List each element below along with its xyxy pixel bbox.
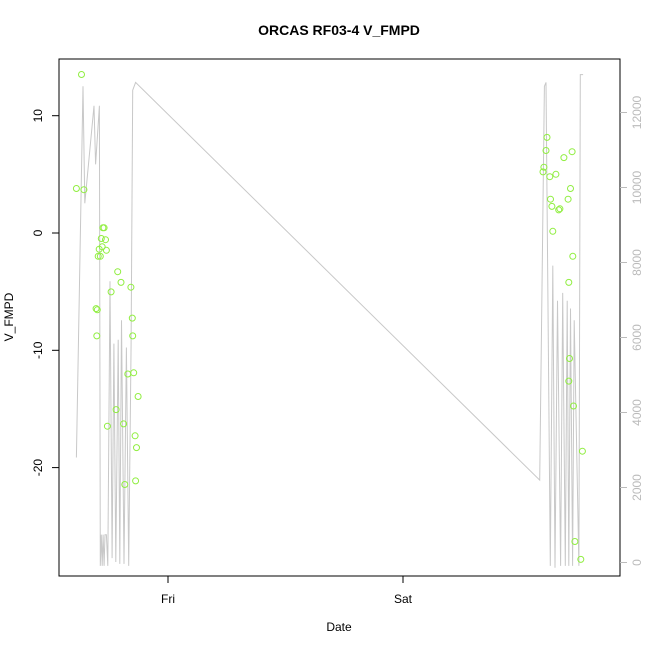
y-tick-label-0: 0 <box>31 229 45 236</box>
data-point <box>112 406 120 414</box>
data-point <box>78 71 85 78</box>
data-point <box>549 227 557 235</box>
data-point <box>567 185 574 192</box>
y2-tick-label-12000: 12000 <box>630 95 644 129</box>
data-point <box>102 236 109 244</box>
data-point <box>114 268 122 276</box>
data-point <box>555 206 563 214</box>
x-tick-label-sat: Sat <box>394 592 413 606</box>
data-point <box>568 148 576 156</box>
y2-tick-label-8000: 8000 <box>630 249 644 276</box>
x-axis-label: Date <box>326 620 352 634</box>
data-point <box>120 420 128 428</box>
y-axis-label: V_FMPD <box>2 292 16 341</box>
data-point <box>129 332 137 340</box>
altitude-line-path <box>75 74 584 568</box>
data-point <box>542 147 550 154</box>
data-point <box>103 422 111 430</box>
y2-tick-label-6000: 6000 <box>630 324 644 351</box>
data-point <box>577 555 585 563</box>
data-point <box>98 243 106 251</box>
data-point <box>80 186 88 194</box>
data-point <box>100 224 108 232</box>
y2-tick-label-2000: 2000 <box>630 474 644 501</box>
data-point <box>132 477 140 485</box>
data-point <box>131 432 139 440</box>
data-point <box>543 133 551 141</box>
data-point <box>560 154 568 162</box>
data-point <box>127 283 135 291</box>
data-point <box>540 163 548 171</box>
data-point <box>547 195 554 203</box>
data-point <box>546 173 554 181</box>
plot-frame <box>58 58 621 577</box>
data-point <box>539 168 547 176</box>
x-axis: Fri Sat <box>161 576 413 606</box>
data-point <box>121 481 129 488</box>
v-fmpd-points <box>72 71 586 563</box>
y2-tick-label-0: 0 <box>630 559 644 566</box>
y2-tick-label-4000: 4000 <box>630 399 644 426</box>
data-point <box>130 369 138 377</box>
y2-tick-label-10000: 10000 <box>630 170 644 204</box>
y-tick-label-10: 10 <box>31 109 45 123</box>
data-point <box>107 288 115 296</box>
data-point <box>564 195 572 203</box>
y-tick-label-neg10: -10 <box>31 341 45 359</box>
data-point <box>569 252 577 260</box>
data-point <box>565 278 573 286</box>
data-point <box>556 205 564 213</box>
data-point <box>578 447 586 455</box>
y-tick-label-neg20: -20 <box>31 459 45 477</box>
data-point <box>548 202 556 210</box>
data-point <box>97 235 105 242</box>
altitude-line <box>75 74 584 568</box>
data-point <box>128 314 136 322</box>
y-axis-left: -20 -10 0 10 <box>31 109 59 477</box>
data-point <box>133 444 140 452</box>
data-point <box>552 170 560 178</box>
data-point <box>570 402 577 410</box>
x-tick-label-fri: Fri <box>161 592 175 606</box>
data-point <box>102 246 110 254</box>
data-point <box>566 355 573 362</box>
data-point <box>117 278 125 286</box>
data-point <box>93 332 101 340</box>
data-point <box>96 252 104 260</box>
chart-title: ORCAS RF03-4 V_FMPD <box>258 22 420 38</box>
data-point <box>72 185 80 192</box>
data-point <box>134 393 142 400</box>
data-point <box>94 252 102 260</box>
y-axis-right: 0 2000 4000 6000 8000 10000 12000 <box>620 95 644 566</box>
data-point <box>93 306 101 314</box>
data-point <box>571 538 579 545</box>
data-point <box>92 305 100 313</box>
data-point <box>565 377 573 385</box>
